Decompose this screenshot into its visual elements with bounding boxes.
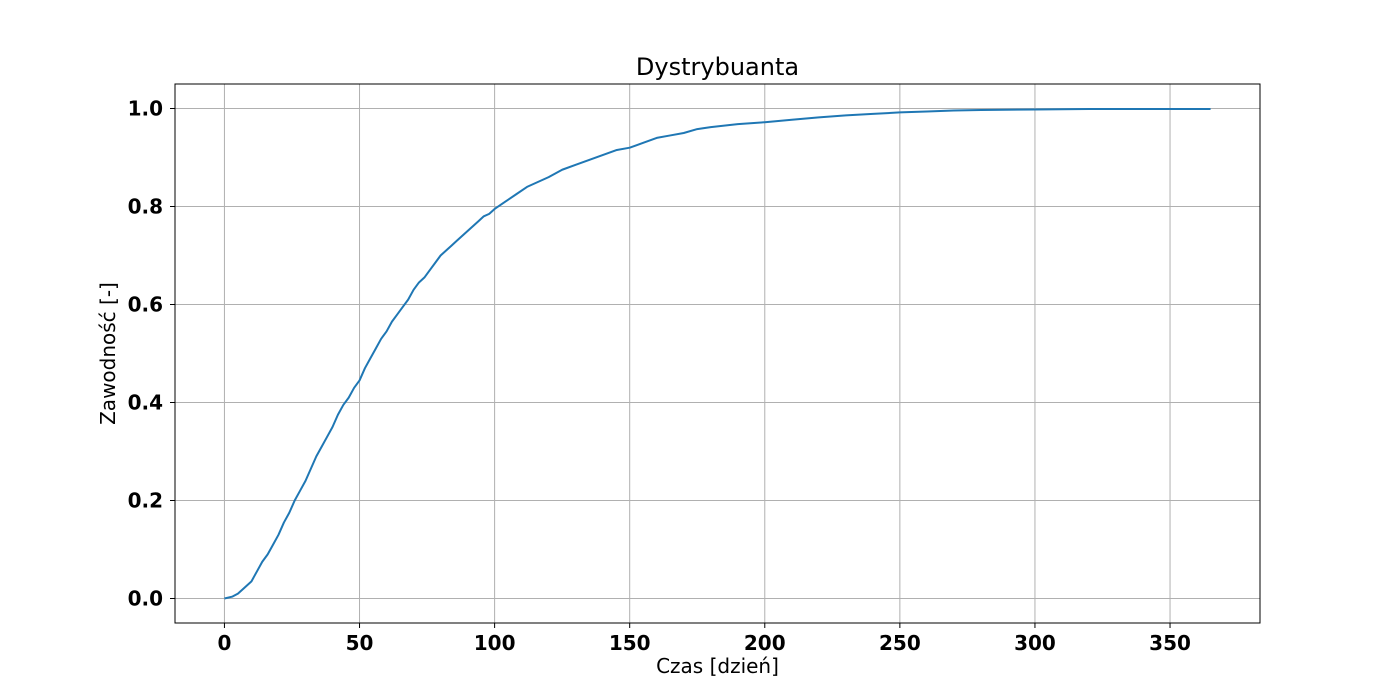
series-line-0: [224, 107, 1211, 600]
x-tick-label: 350: [1149, 631, 1191, 655]
grid: [175, 84, 1260, 623]
x-tick-label: 200: [744, 631, 786, 655]
series-layer: [224, 107, 1211, 600]
y-tick-label: 0.4: [128, 391, 163, 415]
y-tick-label: 0.8: [128, 195, 163, 219]
ticks: 0 50 100 150 200 250 300 350 0.0 0.2 0.4 0.6 0.8 1.0: [128, 97, 1191, 656]
y-tick-label: 0.6: [128, 293, 163, 317]
x-tick-label: 150: [609, 631, 651, 655]
x-tick-label: 0: [217, 631, 231, 655]
plot-frame: [174, 83, 1261, 624]
x-tick-label: 300: [1014, 631, 1056, 655]
y-tick-label: 0.2: [128, 489, 163, 513]
x-axis-label: Czas [dzień]: [656, 654, 779, 678]
x-tick-label: 250: [879, 631, 921, 655]
y-tick-label: 0.0: [128, 587, 163, 611]
x-tick-label: 50: [346, 631, 374, 655]
y-tick-label: 1.0: [128, 97, 163, 121]
x-tick-label: 100: [474, 631, 516, 655]
chart-title: Dystrybuanta: [636, 53, 799, 81]
y-axis-label: Zawodność [-]: [96, 282, 120, 425]
